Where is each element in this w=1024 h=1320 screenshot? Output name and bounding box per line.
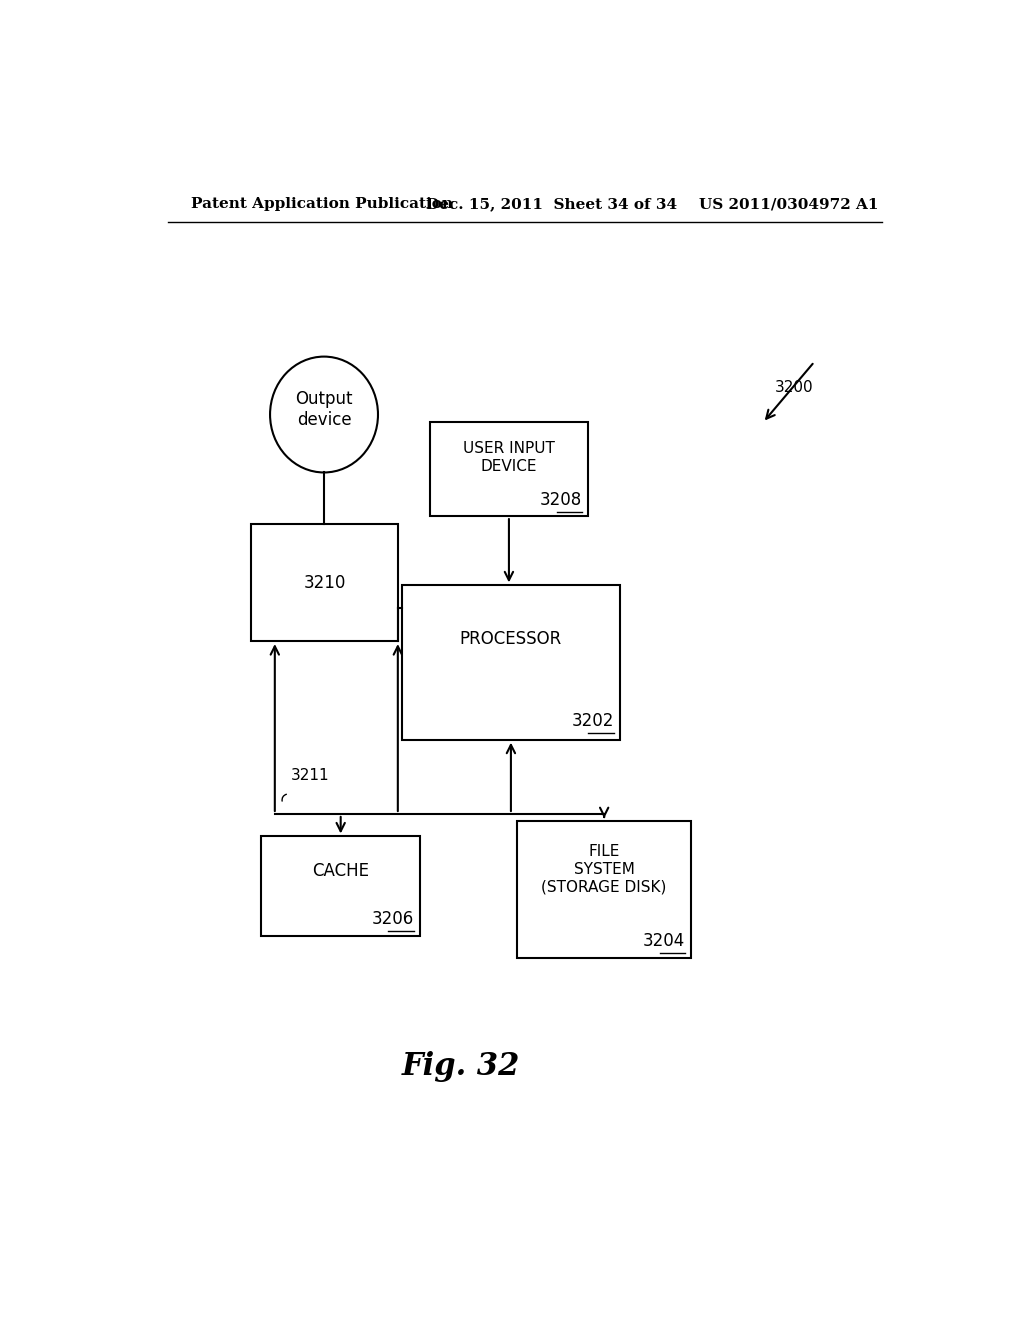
Text: 3208: 3208 (540, 491, 582, 510)
Text: 3200: 3200 (775, 380, 813, 395)
Text: 3202: 3202 (571, 711, 613, 730)
Text: Dec. 15, 2011  Sheet 34 of 34: Dec. 15, 2011 Sheet 34 of 34 (426, 197, 677, 211)
Text: Fig. 32: Fig. 32 (402, 1051, 520, 1081)
Bar (251, 524, 397, 642)
Bar (430, 421, 589, 516)
Bar (261, 837, 420, 936)
Text: 3204: 3204 (643, 932, 685, 950)
Text: CACHE: CACHE (312, 862, 370, 880)
Text: US 2011/0304972 A1: US 2011/0304972 A1 (699, 197, 879, 211)
Text: Output
device: Output device (295, 389, 353, 429)
Bar (517, 821, 691, 958)
Text: 3210: 3210 (303, 574, 346, 591)
Text: Patent Application Publication: Patent Application Publication (191, 197, 454, 211)
Text: 3211: 3211 (291, 768, 330, 783)
Text: 3206: 3206 (372, 909, 414, 928)
Bar (401, 585, 621, 739)
Text: PROCESSOR: PROCESSOR (460, 631, 562, 648)
Ellipse shape (270, 356, 378, 473)
Text: USER INPUT
DEVICE: USER INPUT DEVICE (463, 441, 555, 474)
Text: FILE
SYSTEM
(STORAGE DISK): FILE SYSTEM (STORAGE DISK) (542, 845, 667, 894)
